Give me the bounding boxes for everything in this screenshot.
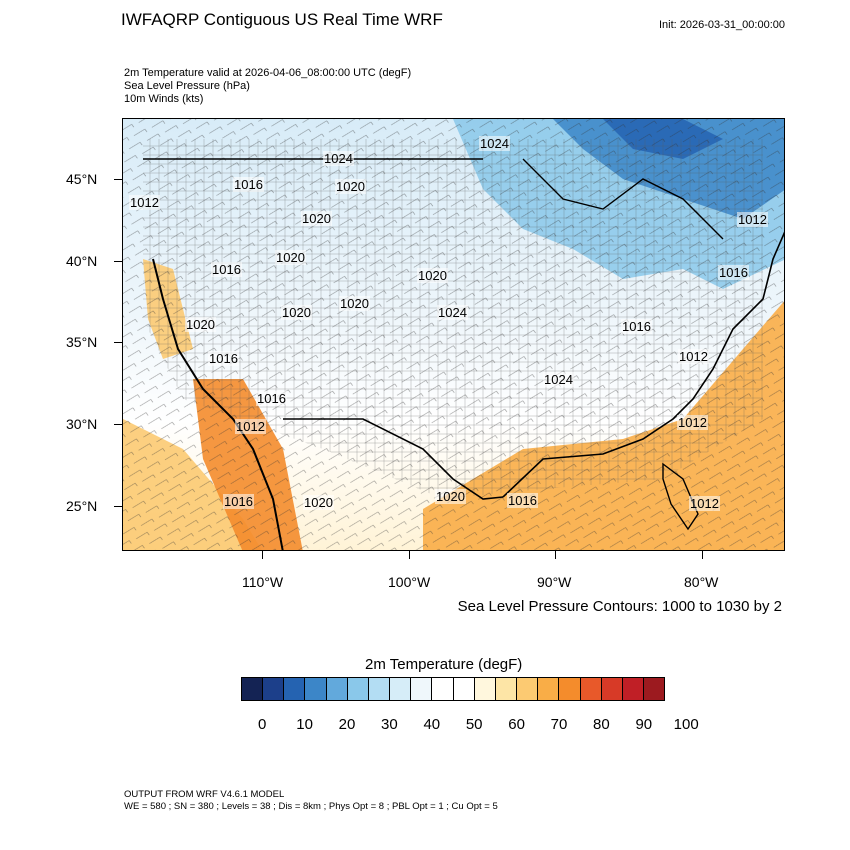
slp-label: 1012 (678, 349, 709, 364)
colorbar-label: 40 (423, 716, 441, 733)
slp-label: 1024 (479, 136, 510, 151)
lon-label: 80°W (684, 574, 719, 590)
slp-label: 1020 (339, 296, 370, 311)
lat-tick (114, 342, 122, 343)
slp-label: 1016 (208, 351, 239, 366)
colorbar-swatch (284, 678, 306, 700)
colorbar-label: 30 (381, 716, 398, 733)
slp-label: 1012 (129, 195, 160, 210)
slp-label: 1016 (718, 265, 749, 280)
colorbar-swatch (517, 678, 539, 700)
slp-label: 1016 (621, 319, 652, 334)
slp-label: 1012 (235, 419, 266, 434)
lat-label: 40°N (66, 253, 98, 269)
colorbar-swatch (305, 678, 327, 700)
colorbar-swatch (411, 678, 433, 700)
lon-tick (702, 551, 703, 559)
slp-label: 1024 (323, 151, 354, 166)
colorbar-label: 90 (635, 716, 653, 733)
colorbar-swatch (601, 678, 623, 700)
lon-label: 90°W (537, 574, 572, 590)
slp-label: 1020 (417, 268, 448, 283)
lon-label: 100°W (388, 574, 431, 590)
colorbar-label: 60 (508, 716, 525, 733)
slp-label: 1020 (185, 317, 216, 332)
slp-label: 1024 (543, 372, 574, 387)
subtitle-winds: 10m Winds (kts) (124, 93, 204, 105)
footer-model: OUTPUT FROM WRF V4.6.1 MODEL (124, 789, 285, 800)
colorbar-swatch (580, 678, 602, 700)
colorbar-swatch (559, 678, 581, 700)
colorbar-label: 20 (338, 716, 356, 733)
slp-label: 1012 (689, 496, 720, 511)
lat-label: 30°N (66, 416, 98, 432)
map-svg (123, 119, 784, 550)
lat-label: 25°N (66, 498, 98, 514)
florida-outline (662, 462, 699, 531)
slp-label: 1016 (507, 493, 538, 508)
colorbar (241, 677, 665, 701)
slp-label: 1020 (275, 250, 306, 265)
slp-label: 1020 (281, 305, 312, 320)
temperature-map: 1024 1024 1020 1016 1012 1020 1020 1016 … (122, 118, 785, 551)
slp-label: 1016 (256, 391, 287, 406)
colorbar-title: 2m Temperature (degF) (365, 656, 523, 673)
colorbar-swatch (326, 678, 348, 700)
slp-label: 1020 (303, 495, 334, 510)
lat-label: 35°N (66, 334, 98, 350)
subtitle-pressure: Sea Level Pressure (hPa) (124, 80, 250, 92)
lon-tick (409, 551, 410, 559)
slp-label: 1016 (233, 177, 264, 192)
slp-label: 1024 (437, 305, 468, 320)
colorbar-swatch (538, 678, 560, 700)
lat-tick (114, 506, 122, 507)
gulf-atlantic-coastline (502, 231, 784, 498)
chart-title: IWFAQRP Contiguous US Real Time WRF (121, 10, 443, 29)
subtitle-temperature: 2m Temperature valid at 2026-04-06_08:00… (124, 67, 412, 79)
init-time: Init: 2026-03-31_00:00:00 (659, 19, 785, 31)
colorbar-swatch (242, 678, 264, 700)
colorbar-swatch (622, 678, 644, 700)
colorbar-swatch (474, 678, 496, 700)
colorbar-label: 100 (673, 716, 699, 733)
colorbar-swatch (643, 678, 665, 700)
colorbar-swatch (453, 678, 475, 700)
lat-label: 45°N (66, 171, 98, 187)
slp-label: 1016 (223, 494, 254, 509)
great-lakes-outline (522, 158, 724, 240)
slp-label: 1020 (335, 179, 366, 194)
colorbar-swatch (432, 678, 454, 700)
colorbar-swatch (368, 678, 391, 700)
colorbar-swatch (495, 678, 518, 700)
slp-label: 1016 (211, 262, 242, 277)
colorbar-swatch (347, 678, 369, 700)
contour-note: Sea Level Pressure Contours: 1000 to 103… (457, 598, 782, 615)
mexico-border (283, 418, 504, 500)
footer-config: WE = 580 ; SN = 380 ; Levels = 38 ; Dis … (124, 801, 498, 812)
slp-label: 1012 (677, 415, 708, 430)
slp-label: 1020 (301, 211, 332, 226)
colorbar-swatch (390, 678, 412, 700)
colorbar-swatch (263, 678, 285, 700)
lon-label: 110°W (242, 574, 284, 590)
colorbar-label: 0 (258, 716, 267, 733)
lon-tick (262, 551, 263, 559)
lat-tick (114, 261, 122, 262)
colorbar-label: 70 (550, 716, 568, 733)
colorbar-label: 80 (593, 716, 610, 733)
slp-label: 1012 (737, 212, 768, 227)
slp-label: 1020 (435, 489, 466, 504)
lat-tick (114, 179, 122, 180)
colorbar-label: 10 (296, 716, 313, 733)
lat-tick (114, 424, 122, 425)
lon-tick (555, 551, 556, 559)
pacific-coastline (152, 258, 284, 550)
colorbar-label: 50 (465, 716, 483, 733)
